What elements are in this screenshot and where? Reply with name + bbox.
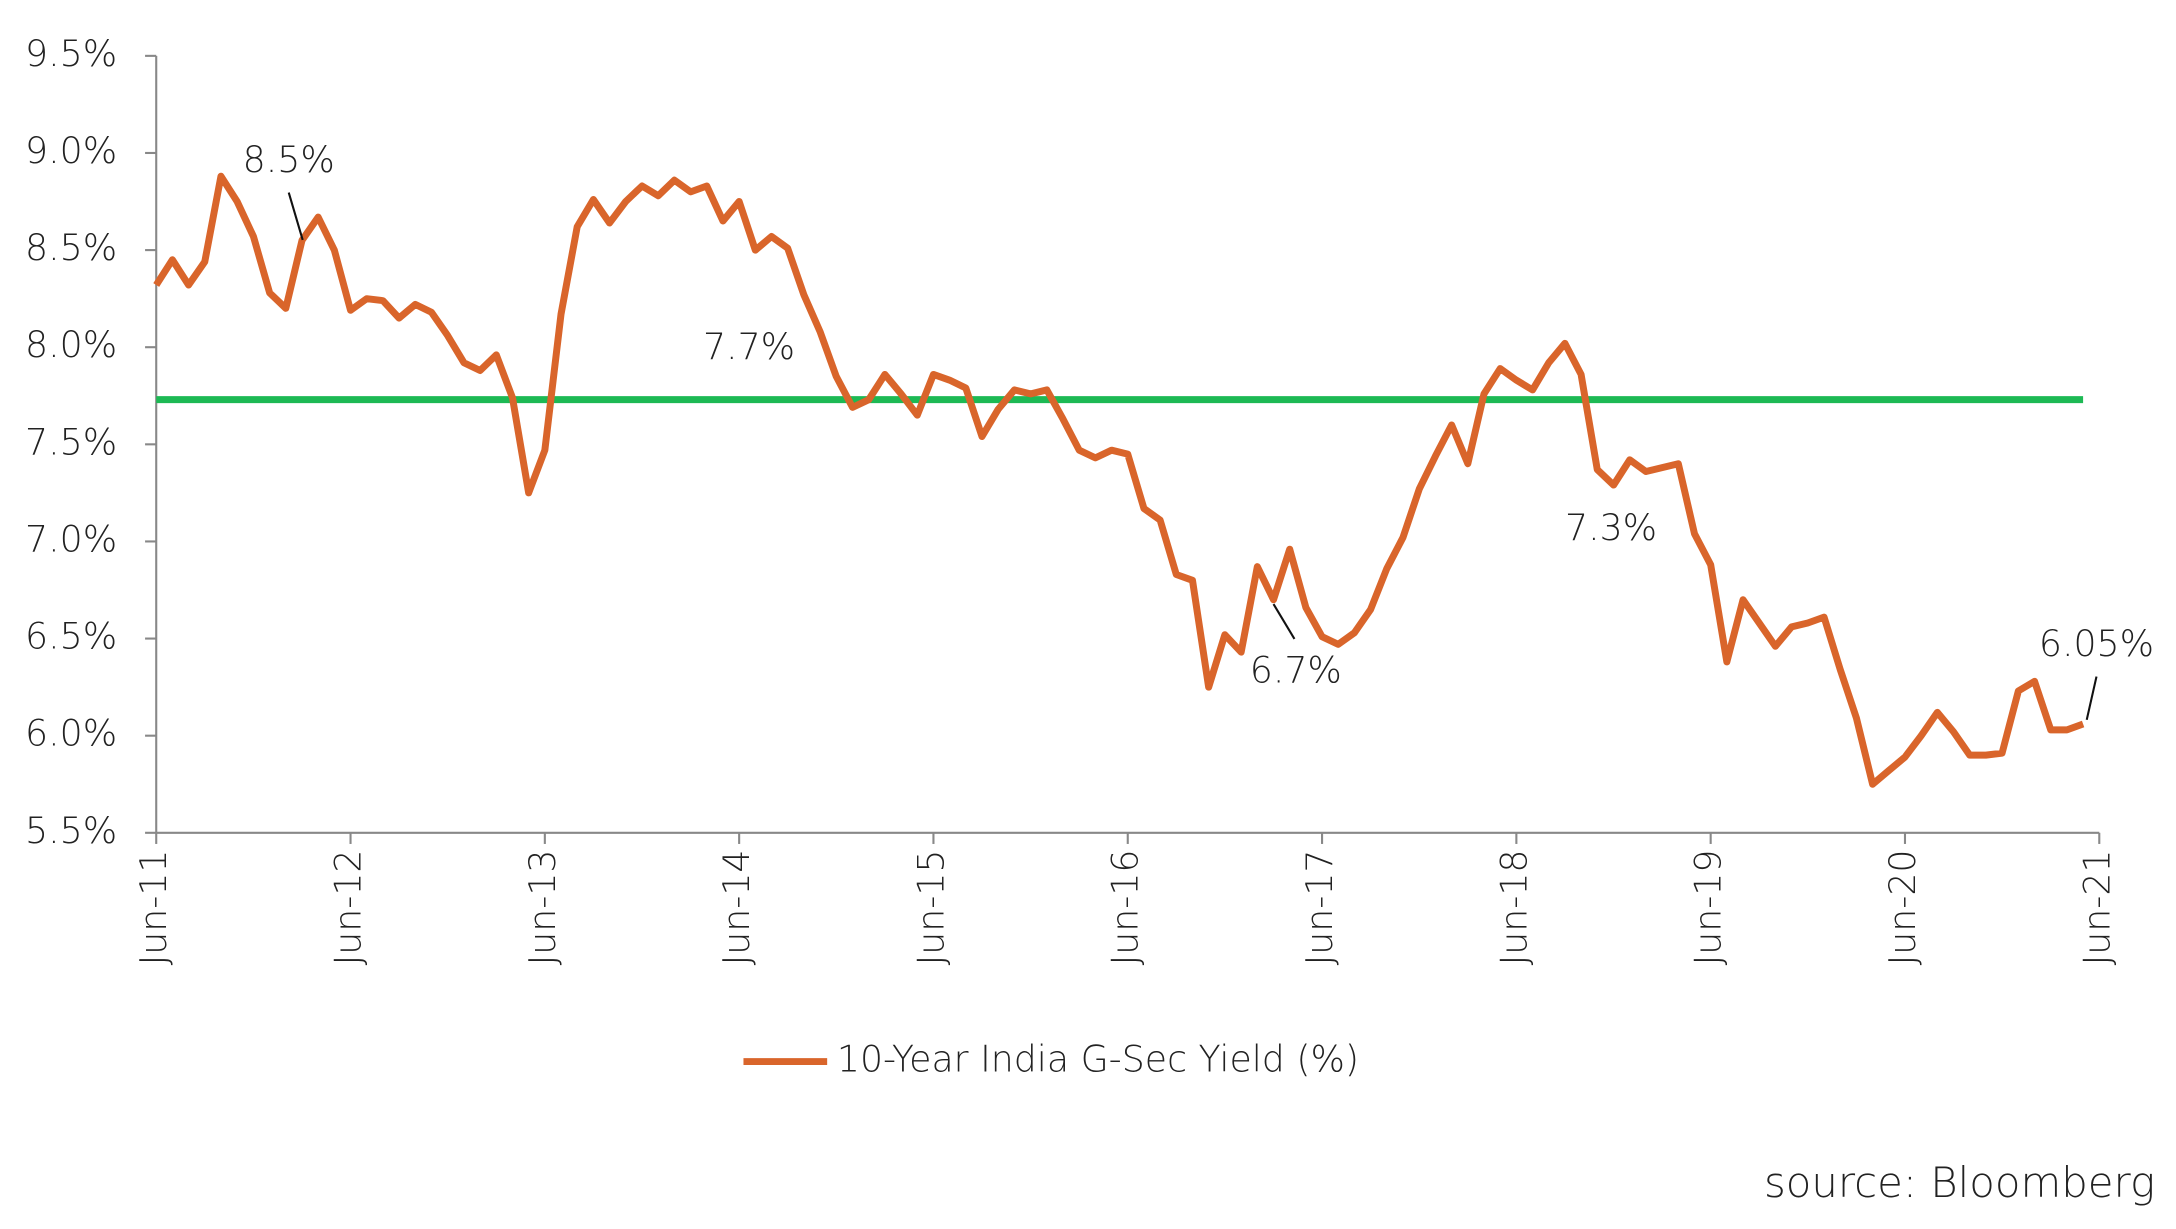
y-tick-label: 8.0% [25, 323, 117, 366]
annotation-leader [1272, 603, 1296, 640]
annotation: 8.5% [243, 138, 335, 181]
y-tick-label: 5.5% [25, 809, 117, 852]
x-tick-label: Jun-19 [1687, 850, 1730, 966]
y-tick-label: 8.5% [25, 226, 117, 269]
y-tick-label: 7.0% [25, 517, 117, 560]
x-tick-label: Jun-20 [1881, 850, 1924, 966]
x-tick-label: Jun-16 [1104, 850, 1147, 966]
y-tick-label: 9.5% [25, 32, 117, 75]
series-line [153, 172, 2085, 788]
annotation: 6.05% [2039, 622, 2154, 665]
x-tick-label: Jun-12 [327, 850, 370, 966]
x-tick-label: Jun-17 [1298, 850, 1341, 966]
y-tick-label: 6.0% [25, 712, 117, 755]
annotation-leader [2085, 676, 2098, 721]
y-tick-label: 9.0% [25, 129, 117, 172]
x-tick-label: Jun-11 [132, 850, 175, 966]
annotation: 7.3% [1565, 506, 1657, 549]
x-tick-label: Jun-21 [2075, 850, 2118, 966]
source-note: source: Bloomberg [1764, 1158, 2155, 1207]
x-tick-label: Jun-13 [521, 850, 564, 966]
x-tick-label: Jun-15 [909, 850, 952, 966]
legend-label: 10-Year India G-Sec Yield (%) [837, 1038, 1359, 1081]
y-tick-label: 7.5% [25, 420, 117, 463]
x-tick-label: Jun-14 [715, 850, 758, 966]
annotation: 6.7% [1250, 648, 1342, 691]
x-tick-label: Jun-18 [1492, 850, 1535, 966]
annotation: 7.7% [703, 325, 795, 368]
y-tick-label: 6.5% [25, 615, 117, 658]
annotation-leader [287, 192, 304, 241]
